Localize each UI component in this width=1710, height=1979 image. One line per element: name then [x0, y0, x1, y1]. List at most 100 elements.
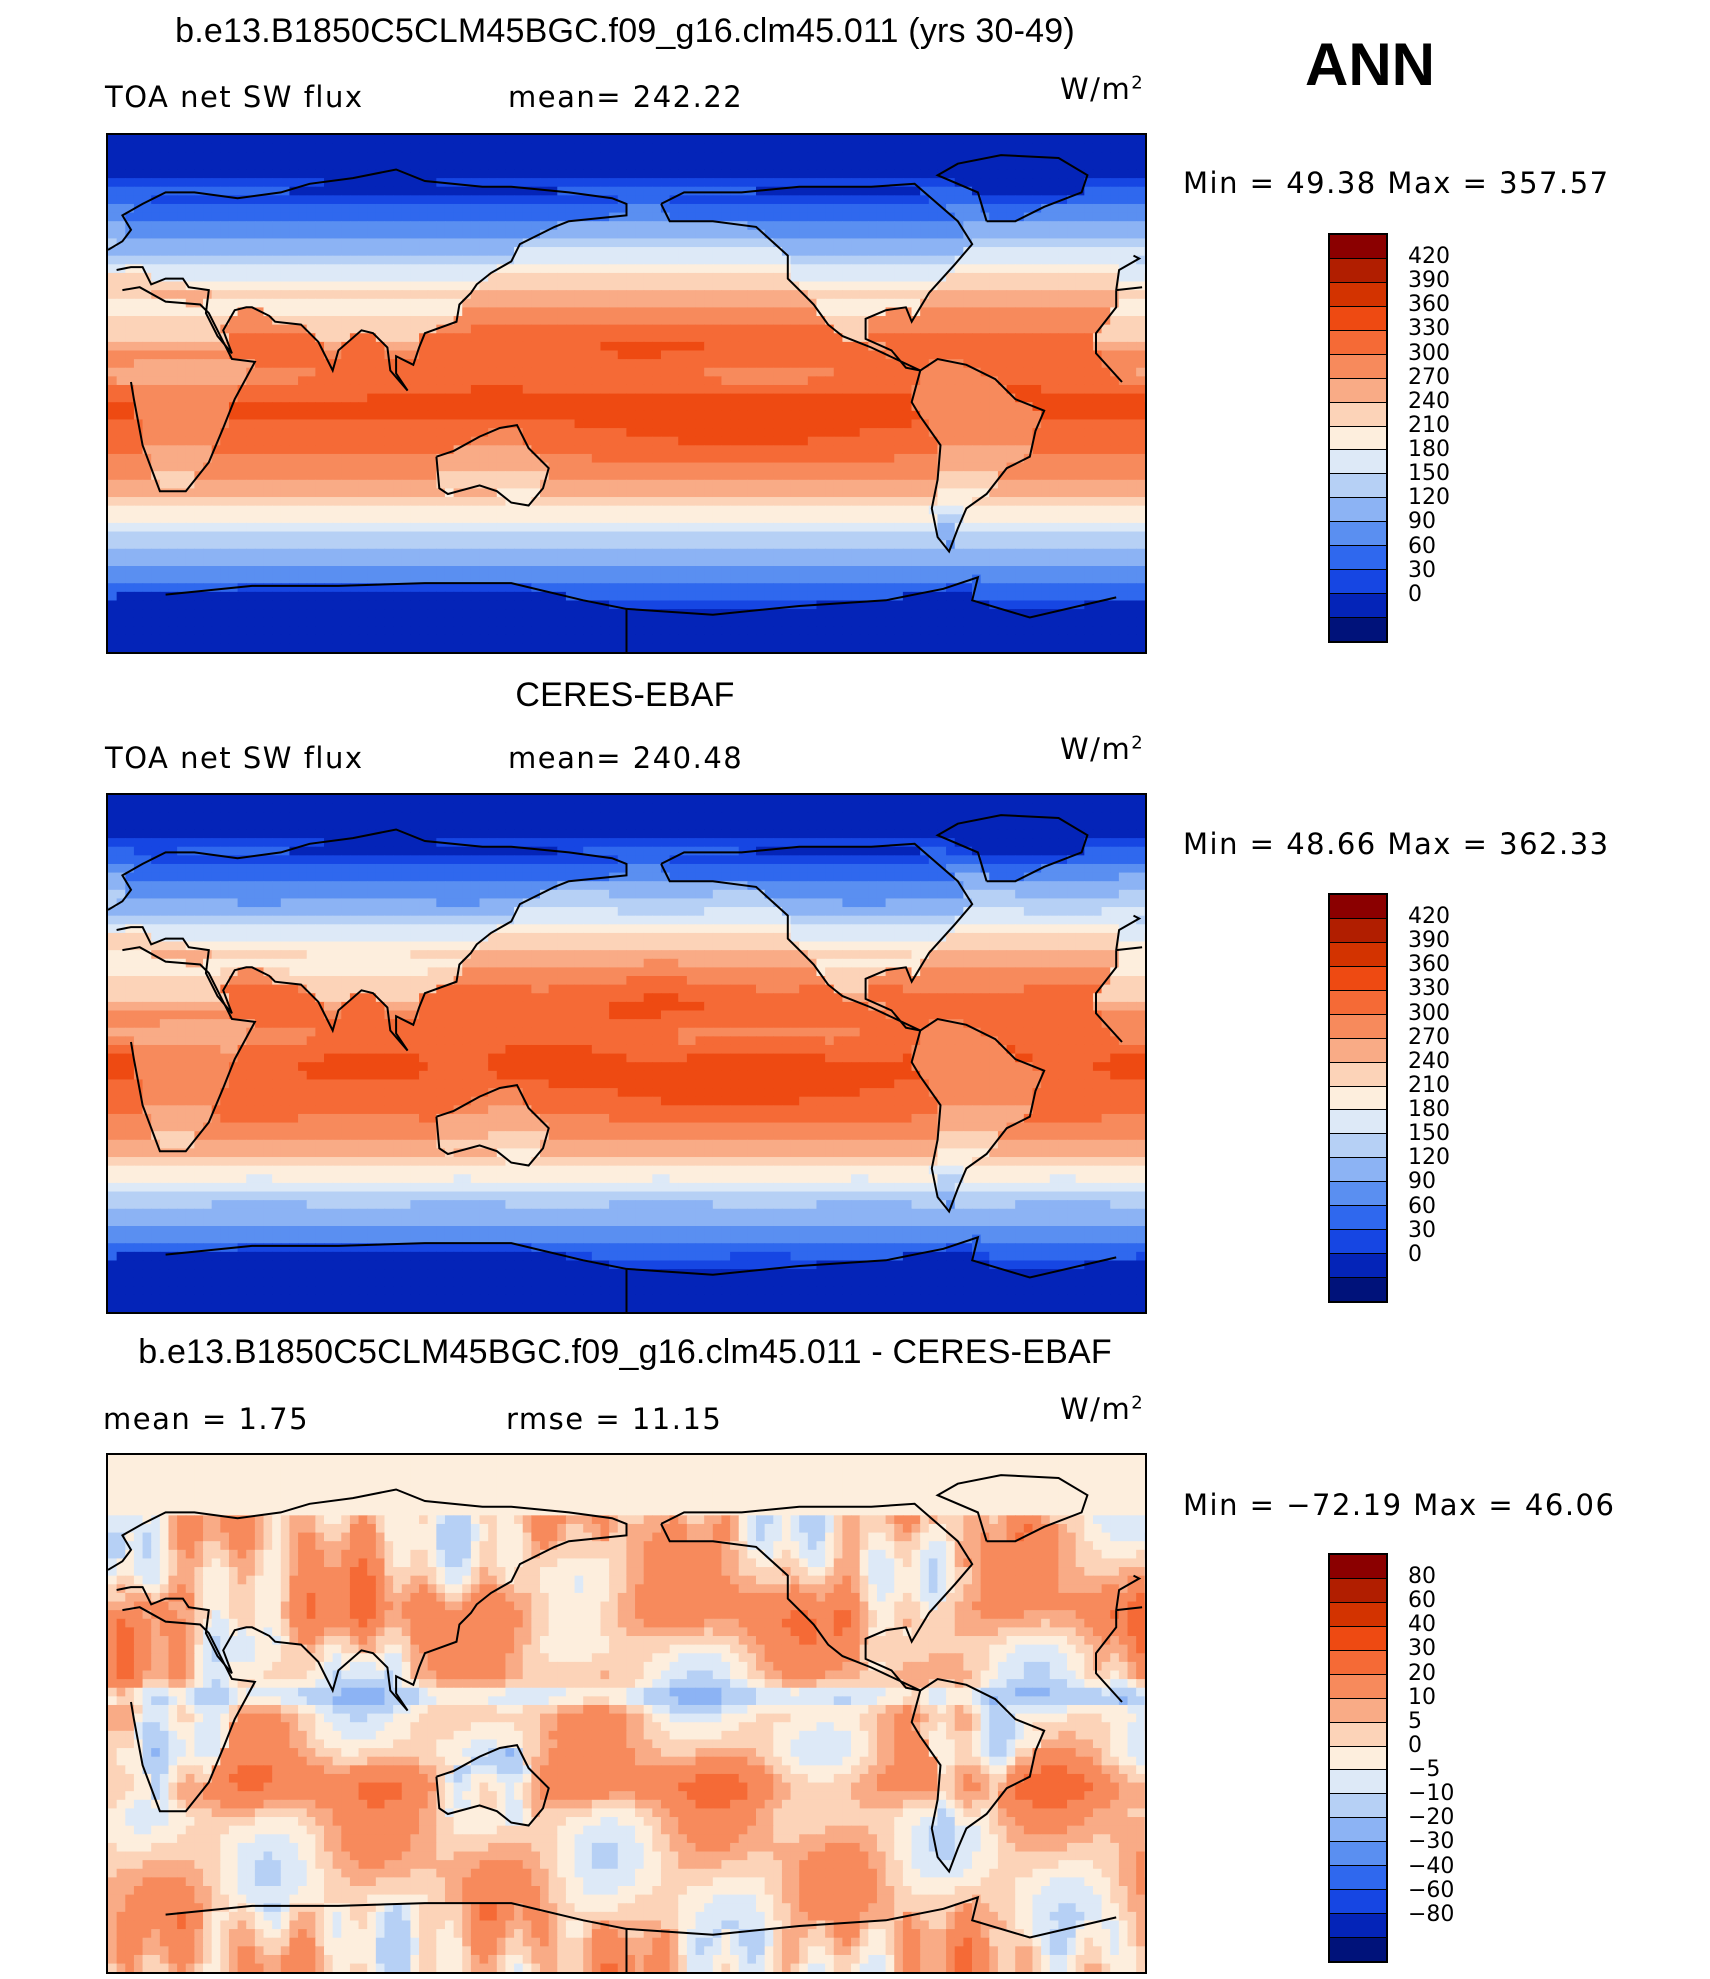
colorbar-swatch — [1330, 1625, 1386, 1650]
colorbar-tick-label: 240 — [1408, 390, 1450, 413]
colorbar-swatch — [1330, 1937, 1386, 1961]
colorbar-swatch — [1330, 281, 1386, 306]
coastline — [910, 1017, 1046, 1214]
coastline — [108, 1488, 1143, 1712]
colorbar-swatch — [1330, 1697, 1386, 1722]
colorbar-swatch — [1330, 257, 1386, 282]
coastlines — [108, 814, 1143, 1312]
colorbar-swatch — [1330, 1037, 1386, 1062]
colorbar-tick-label: 210 — [1408, 414, 1450, 437]
panel-3-units: W/m2 — [1060, 1392, 1144, 1426]
panel-3-colorbar — [1328, 1553, 1388, 1963]
colorbar-swatch — [1330, 1253, 1386, 1277]
colorbar-tick-label: −10 — [1408, 1783, 1454, 1805]
colorbar-swatch — [1330, 1721, 1386, 1746]
map-field — [108, 135, 1145, 652]
coastlines — [108, 154, 1143, 652]
colorbar-swatch — [1330, 1205, 1386, 1230]
colorbar-tick-label: 5 — [1408, 1710, 1422, 1733]
colorbar-swatch — [1330, 1555, 1386, 1578]
colorbar-tick-label: 420 — [1408, 246, 1450, 268]
colorbar-tick-label: 180 — [1408, 1099, 1450, 1121]
colorbar-swatch — [1330, 1013, 1386, 1038]
colorbar-swatch — [1330, 1085, 1386, 1110]
panel-2-colorbar — [1328, 893, 1388, 1303]
panel-3-colorbar-labels: 80 60 40 30 20 10 5 0 −5 −10 −20 −30 −40 −60 −80 — [1408, 1553, 1488, 1963]
colorbar-tick-label: 270 — [1408, 1026, 1450, 1049]
colorbar-swatch — [1330, 401, 1386, 426]
colorbar-tick-label: 40 — [1408, 1614, 1436, 1636]
colorbar-swatch — [1330, 425, 1386, 450]
colorbar-swatch — [1330, 1577, 1386, 1602]
coastline — [660, 1502, 974, 1692]
panel-2-variable-label: TOA net SW flux — [105, 741, 364, 775]
colorbar-swatch — [1330, 1277, 1386, 1301]
coastline — [122, 946, 1123, 1153]
coastline — [910, 1677, 1046, 1874]
panel-3-rmse-label: rmse = 11.15 — [506, 1402, 722, 1436]
coastline — [935, 814, 1089, 883]
colorbar-tick-label: −40 — [1408, 1855, 1454, 1878]
colorbar-tick-label: 120 — [1408, 487, 1450, 509]
panel-3-title: b.e13.B1850C5CLM45BGC.f09_g16.clm45.011 … — [0, 1333, 1250, 1372]
colorbar-tick-label: 390 — [1408, 930, 1450, 952]
colorbar-swatch — [1330, 1673, 1386, 1698]
panel-1-mean-label: mean= 242.22 — [508, 80, 743, 114]
panel-1-colorbar — [1328, 233, 1388, 643]
colorbar-swatch — [1330, 1229, 1386, 1254]
panel-2-title: CERES-EBAF — [0, 676, 1250, 715]
colorbar-tick-label: 90 — [1408, 511, 1436, 533]
coastline — [660, 182, 974, 372]
colorbar-tick-label: −80 — [1408, 1903, 1454, 1926]
colorbar-tick-label: 0 — [1408, 583, 1422, 606]
colorbar-tick-label: 210 — [1408, 1074, 1450, 1097]
colorbar-tick-label: 30 — [1408, 1219, 1436, 1242]
colorbar-swatch — [1330, 1745, 1386, 1770]
colorbar-swatch — [1330, 545, 1386, 570]
coastline — [165, 1895, 1117, 1972]
colorbar-tick-label: −30 — [1408, 1831, 1454, 1853]
colorbar-tick-label: 240 — [1408, 1050, 1450, 1073]
colorbar-swatch — [1330, 917, 1386, 942]
coastline — [435, 423, 550, 507]
colorbar-swatch — [1330, 1157, 1386, 1182]
colorbar-swatch — [1330, 1061, 1386, 1086]
coastline — [435, 1083, 550, 1167]
colorbar-swatch — [1330, 1889, 1386, 1914]
panel-2-colorbar-labels: 420 390 360 330 300 270 240 210 180 150 120 90 60 30 0 — [1408, 893, 1488, 1303]
colorbar-tick-label: 60 — [1408, 535, 1436, 558]
colorbar-tick-label: 180 — [1408, 439, 1450, 461]
colorbar-swatch — [1330, 521, 1386, 546]
coastline — [165, 575, 1117, 652]
colorbar-swatch — [1330, 1793, 1386, 1818]
panel-2-units: W/m2 — [1060, 732, 1144, 766]
panel-3-map — [106, 1453, 1147, 1974]
coastline — [660, 842, 974, 1032]
colorbar-tick-label: 330 — [1408, 318, 1450, 340]
season-label: ANN — [1305, 30, 1435, 99]
coastline — [935, 154, 1089, 223]
colorbar-swatch — [1330, 1769, 1386, 1794]
colorbar-swatch — [1330, 617, 1386, 641]
colorbar-tick-label: 60 — [1408, 1590, 1436, 1612]
colorbar-swatch — [1330, 941, 1386, 966]
colorbar-swatch — [1330, 569, 1386, 594]
coastline — [165, 1235, 1117, 1312]
colorbar-swatch — [1330, 1181, 1386, 1206]
colorbar-tick-label: 330 — [1408, 978, 1450, 1000]
colorbar-swatch — [1330, 377, 1386, 402]
colorbar-swatch — [1330, 1865, 1386, 1890]
colorbar-tick-label: 150 — [1408, 1123, 1450, 1145]
panel-2-mean-label: mean= 240.48 — [508, 741, 743, 775]
colorbar-swatch — [1330, 473, 1386, 498]
colorbar-tick-label: 90 — [1408, 1171, 1436, 1193]
colorbar-swatch — [1330, 1109, 1386, 1134]
coastline — [122, 286, 1123, 493]
colorbar-tick-label: 270 — [1408, 366, 1450, 389]
colorbar-swatch — [1330, 1601, 1386, 1626]
panel-3-minmax: Min = −72.19 Max = 46.06 — [1183, 1488, 1615, 1522]
panel-1-title: b.e13.B1850C5CLM45BGC.f09_g16.clm45.011 … — [0, 12, 1250, 51]
colorbar-tick-label: 120 — [1408, 1147, 1450, 1169]
colorbar-tick-label: 360 — [1408, 954, 1450, 976]
colorbar-tick-label: 30 — [1408, 1638, 1436, 1660]
